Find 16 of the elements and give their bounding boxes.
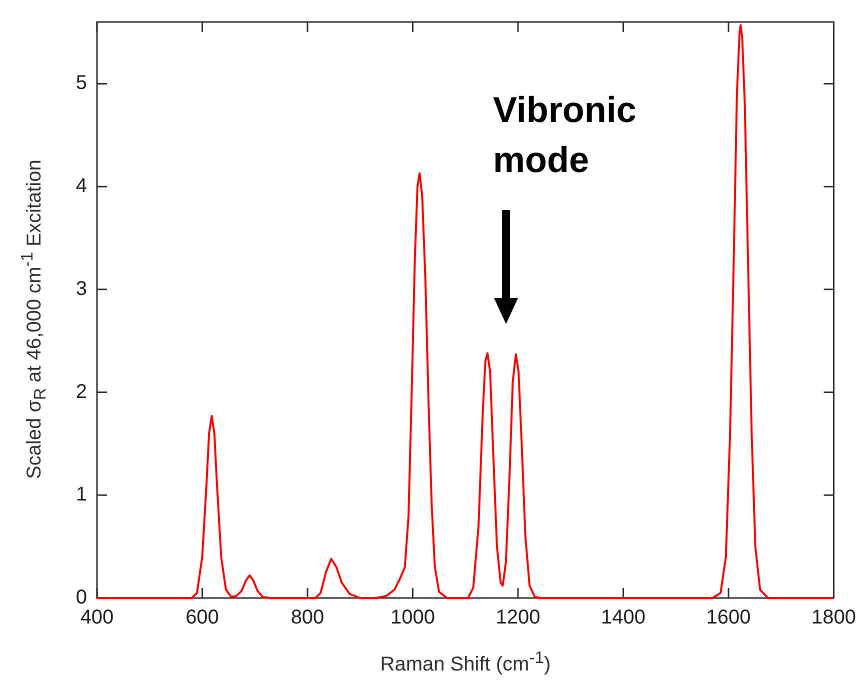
x-tick-label: 800: [290, 606, 324, 629]
x-tick-label: 1200: [496, 606, 540, 629]
x-tick-label: 400: [80, 606, 114, 629]
x-tick-label: 600: [186, 606, 219, 629]
y-tick-label: 4: [76, 175, 87, 198]
y-tick-label: 3: [76, 278, 87, 300]
x-tick-label: 1400: [601, 606, 646, 629]
annotation: Vibronic mode: [493, 88, 638, 182]
y-tick-label: 2: [76, 380, 87, 403]
y-tick-label: 5: [76, 72, 87, 94]
x-tick-label: 1800: [812, 606, 856, 629]
x-tick-label: 1600: [706, 606, 751, 629]
x-tick-label: 1000: [390, 606, 435, 629]
y-tick-label: 0: [76, 586, 87, 609]
y-tick-label: 1: [76, 484, 87, 506]
x-axis-title: Raman Shift (cm$^{-1}$): [379, 648, 552, 677]
